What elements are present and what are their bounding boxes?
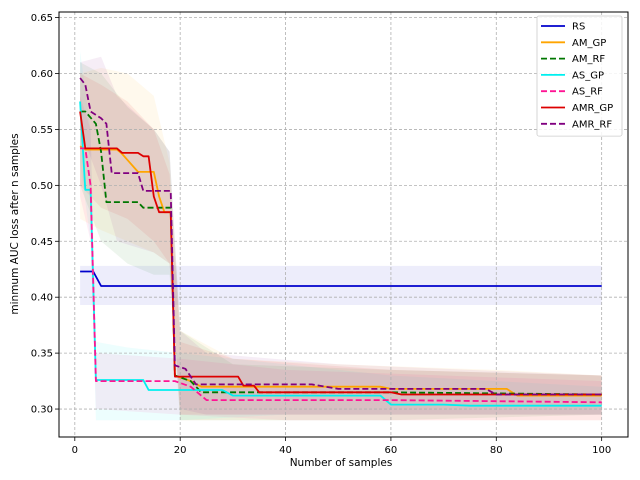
band-am-rf	[80, 62, 602, 421]
x-axis-ticks: 0 20 40 60 80 100	[72, 437, 611, 456]
y-axis-ticks: 0.30 0.35 0.40 0.45 0.50 0.55 0.60 0.65	[31, 13, 59, 416]
legend: RS AM_GP AM_RF AS_GP AS_RF AMR_GP AMR_RF	[536, 15, 623, 137]
legend-label-am-gp: AM_GP	[572, 38, 606, 49]
legend-label-rs: RS	[572, 22, 585, 33]
y-tick-label: 0.55	[31, 125, 53, 136]
legend-box	[536, 15, 623, 137]
plot-area-frame	[58, 11, 629, 438]
x-tick-label: 80	[490, 445, 503, 456]
series-lines	[79, 77, 602, 407]
x-tick-label: 100	[592, 445, 611, 456]
y-tick-label: 0.35	[31, 349, 53, 360]
legend-label-as-rf: AS_RF	[572, 87, 603, 98]
legend-label-amr-gp: AMR_GP	[572, 103, 613, 114]
x-tick-label: 0	[72, 445, 78, 456]
series-line-amr-gp	[79, 111, 602, 396]
x-tick-label: 40	[279, 445, 292, 456]
y-tick-label: 0.40	[31, 293, 53, 304]
legend-label-am-rf: AM_RF	[572, 54, 605, 65]
band-as-gp	[80, 51, 602, 421]
series-line-rs	[80, 270, 602, 287]
y-tick-label: 0.65	[31, 13, 53, 24]
x-tick-label: 60	[385, 445, 398, 456]
y-axis-label: minmum AUC loss after n samples	[9, 133, 21, 314]
y-tick-label: 0.45	[31, 237, 53, 248]
legend-label-as-gp: AS_GP	[572, 70, 604, 81]
x-tick-label: 20	[174, 445, 187, 456]
band-amr-rf	[80, 56, 602, 415]
y-tick-label: 0.60	[31, 69, 53, 80]
y-tick-label: 0.50	[31, 181, 53, 192]
legend-label-amr-rf: AMR_RF	[572, 119, 612, 130]
y-tick-label: 0.30	[31, 405, 53, 416]
x-axis-label: Number of samples	[290, 457, 393, 469]
series-line-as-rf	[80, 147, 602, 404]
band-as-rf	[80, 95, 602, 421]
band-am-gp	[80, 67, 602, 421]
band-amr-gp	[80, 73, 602, 415]
